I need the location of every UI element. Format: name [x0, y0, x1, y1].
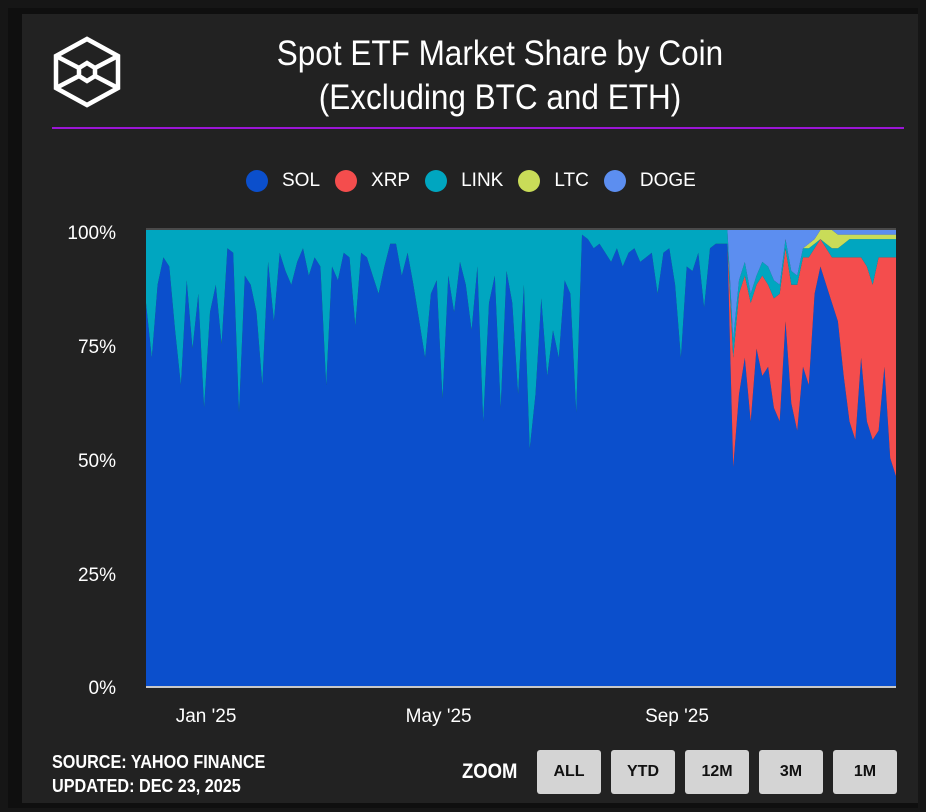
title-line-2: (Excluding BTC and ETH)	[318, 78, 682, 117]
area-series-xrp[interactable]	[146, 234, 896, 477]
source-note: SOURCE: YAHOO FINANCE UPDATED: DEC 23, 2…	[52, 750, 265, 798]
y-tick-label-25: 25%	[77, 565, 116, 586]
x-tick-label-may: May '25	[405, 706, 472, 727]
y-tick-label-100: 100%	[67, 223, 116, 244]
legend-dot-ltc	[518, 170, 541, 192]
zoom-1m-button[interactable]: 1M	[833, 750, 897, 794]
legend-item-link[interactable]: LINK	[425, 170, 503, 192]
zoom-all-button[interactable]: ALL	[537, 750, 601, 794]
legend-dot-doge	[603, 170, 626, 192]
title-divider	[52, 127, 904, 129]
y-tick-label-50: 50%	[77, 451, 116, 472]
legend-item-xrp[interactable]: XRP	[335, 170, 410, 192]
area-series-sol[interactable]	[146, 234, 896, 686]
updated-text: UPDATED: DEC 23, 2025	[52, 776, 241, 796]
y-tick-label-75: 75%	[77, 337, 116, 358]
legend-label-ltc: LTC	[554, 170, 589, 191]
legend-label-doge: DOGE	[639, 170, 696, 191]
legend-dot-link	[425, 170, 448, 192]
legend-label-xrp: XRP	[371, 170, 411, 191]
zoom-label: ZOOM	[462, 760, 518, 783]
cube-logo-icon	[53, 36, 121, 108]
legend-item-doge[interactable]: DOGE	[603, 170, 696, 192]
x-tick-label-jan: Jan '25	[175, 706, 237, 727]
zoom-ytd-button[interactable]: YTD	[611, 750, 675, 794]
legend: SOL XRP LINK LTC DOGE	[246, 170, 711, 192]
zoom-12m-button[interactable]: 12M	[685, 750, 749, 794]
chart-title: Spot ETF Market Share by Coin (Excluding…	[185, 32, 815, 120]
title-line-1: Spot ETF Market Share by Coin	[276, 34, 724, 73]
source-text: SOURCE: YAHOO FINANCE	[52, 752, 266, 772]
y-tick-label-0: 0%	[88, 678, 116, 699]
x-tick-label-sep: Sep '25	[645, 706, 709, 727]
legend-label-link: LINK	[461, 170, 504, 191]
legend-label-sol: SOL	[282, 170, 321, 191]
zoom-3m-button[interactable]: 3M	[759, 750, 823, 794]
area-series-link[interactable]	[146, 230, 896, 449]
legend-item-ltc[interactable]: LTC	[518, 170, 589, 192]
legend-dot-sol	[246, 170, 268, 192]
legend-dot-xrp	[335, 170, 358, 192]
legend-item-sol[interactable]: SOL	[246, 170, 320, 192]
